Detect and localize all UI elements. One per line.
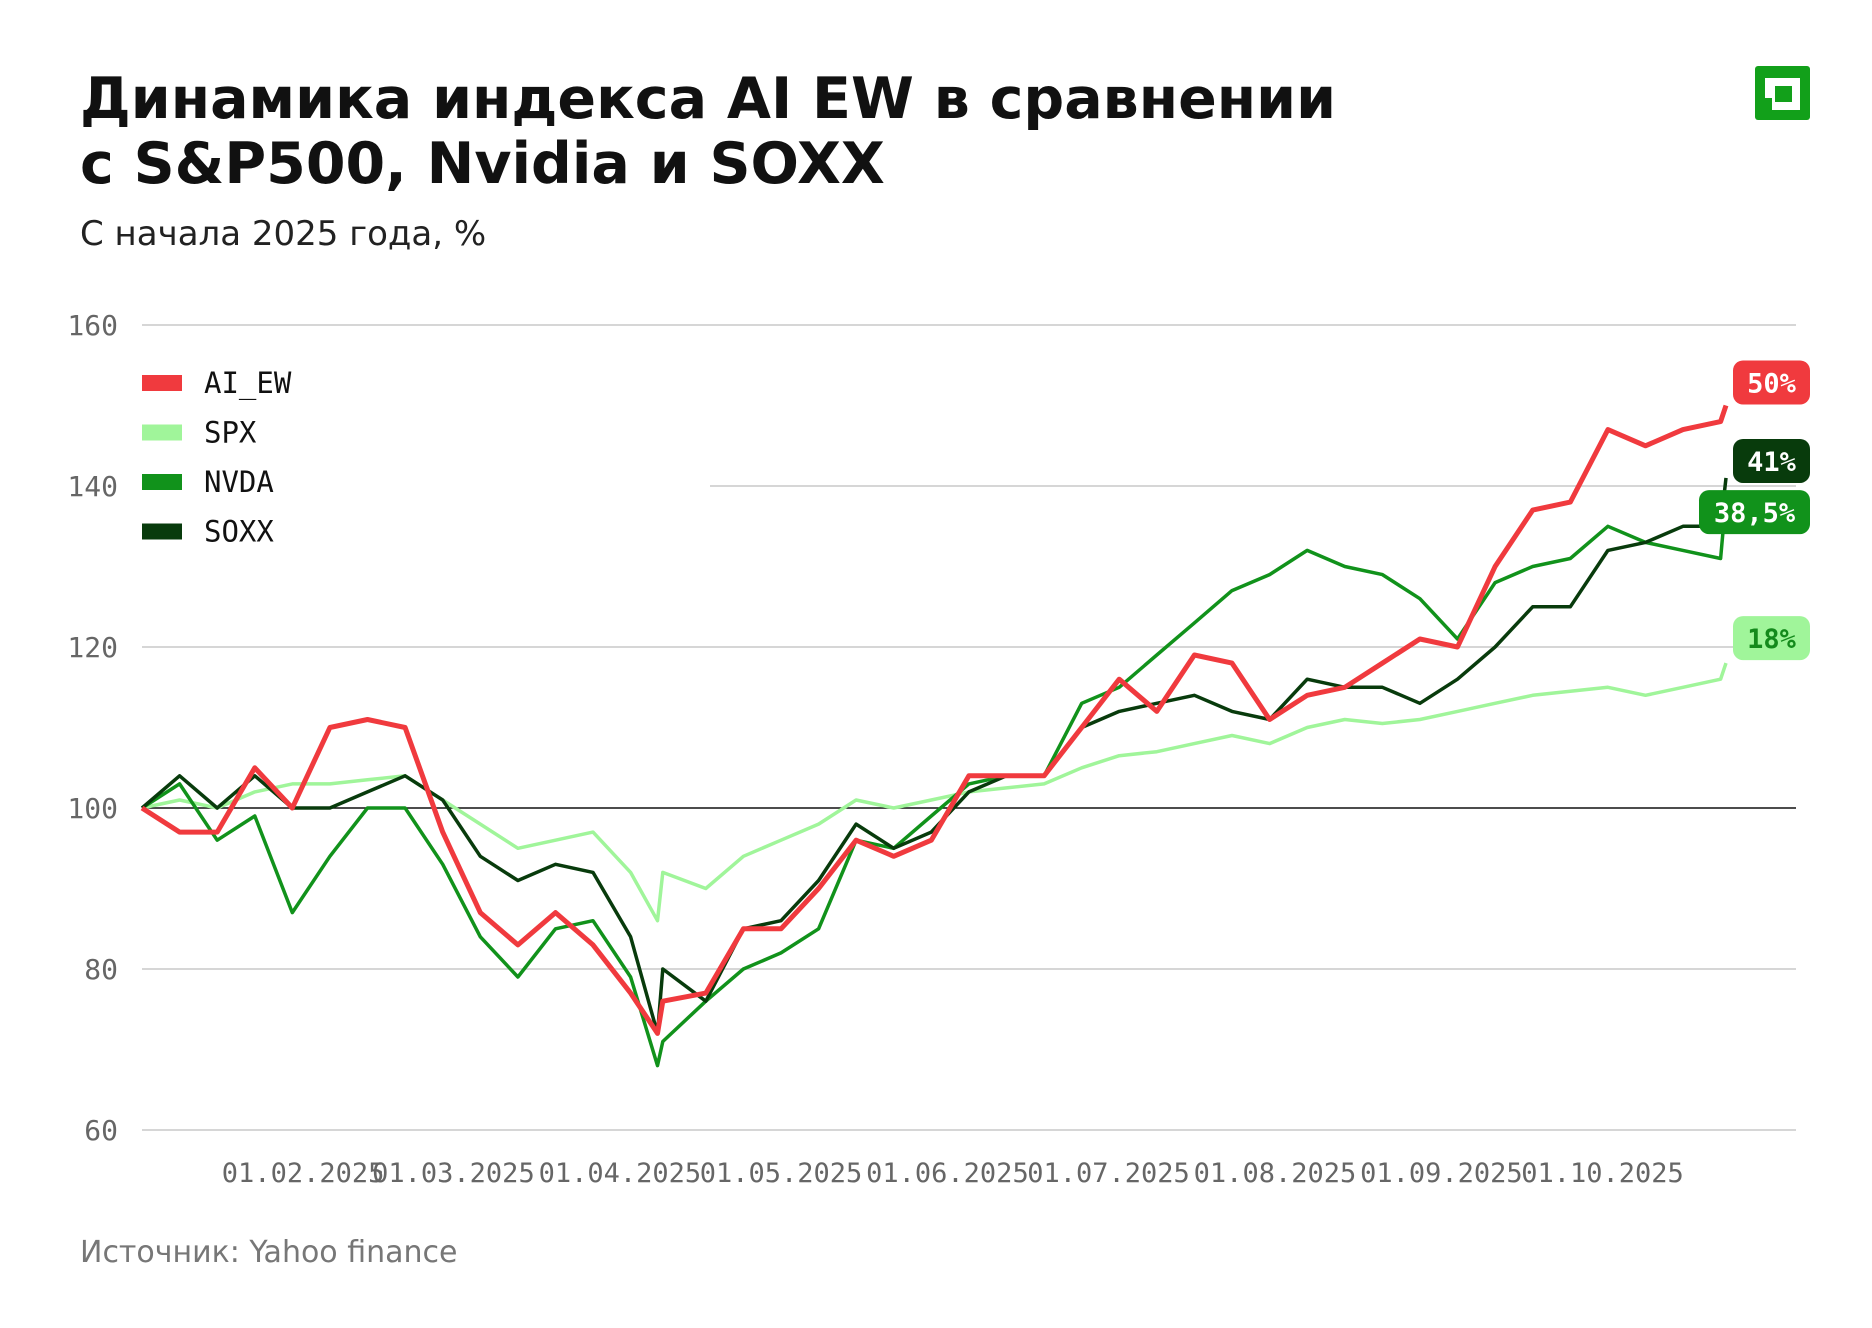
legend-swatch (142, 523, 182, 540)
y-tick-label: 100 (67, 792, 118, 825)
y-tick-label: 120 (67, 631, 118, 664)
end-badge (1733, 438, 1810, 483)
chart-title: Динамика индекса AI EW в сравнении (80, 66, 1336, 132)
end-label: 41% (1747, 447, 1797, 478)
logo (1755, 66, 1810, 120)
series-line (141, 497, 1728, 1068)
y-tick-label: 80 (84, 953, 118, 986)
legend-swatch (142, 474, 182, 490)
x-tick-label: 01.02.2025 (222, 1158, 385, 1189)
x-tick-label: 01.06.2025 (866, 1158, 1029, 1189)
legend-swatch (142, 375, 182, 391)
x-tick-label: 01.08.2025 (1194, 1158, 1357, 1189)
legend-swatch (142, 424, 182, 441)
x-tick-label: 01.10.2025 (1521, 1158, 1684, 1189)
series-line (140, 477, 1728, 1036)
y-tick-label: 160 (67, 309, 118, 342)
end-badge (1733, 360, 1810, 405)
x-tick-label: 01.07.2025 (1027, 1158, 1190, 1189)
source-note: Источник: Yahoo finance (80, 1235, 457, 1270)
chart-title: с S&P500, Nvidia и SOXX (80, 131, 885, 197)
chart-subtitle: С начала 2025 года, % (80, 214, 486, 254)
x-tick-label: 01.03.2025 (372, 1158, 535, 1189)
legend-label: AI_EW (204, 366, 292, 401)
y-tick-label: 140 (67, 470, 118, 503)
end-label: 50% (1747, 369, 1797, 400)
legend-label: SOXX (204, 515, 274, 549)
end-badge (1733, 616, 1810, 661)
x-tick-label: 01.05.2025 (700, 1158, 863, 1189)
legend-label: SPX (204, 416, 257, 450)
legend-label: NVDA (204, 465, 274, 499)
series-line (140, 404, 1729, 1036)
x-tick-label: 01.04.2025 (539, 1158, 702, 1189)
y-tick-label: 60 (84, 1114, 118, 1147)
x-tick-label: 01.09.2025 (1360, 1158, 1523, 1189)
end-badge (1699, 490, 1810, 535)
end-label: 38,5% (1714, 498, 1796, 529)
end-label: 18% (1747, 624, 1797, 655)
legend-background (130, 360, 710, 560)
